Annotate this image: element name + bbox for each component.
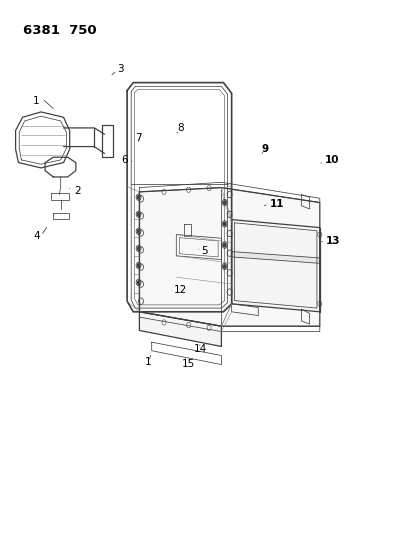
- Text: 13: 13: [325, 236, 339, 246]
- Text: 6: 6: [121, 155, 128, 165]
- Text: 1: 1: [33, 96, 39, 106]
- Text: 8: 8: [177, 123, 183, 133]
- Text: 12: 12: [173, 286, 187, 295]
- Circle shape: [137, 281, 139, 284]
- Text: 2: 2: [74, 186, 81, 196]
- Text: 6381  750: 6381 750: [22, 24, 96, 37]
- Circle shape: [137, 230, 139, 233]
- Text: 4: 4: [34, 231, 40, 240]
- Circle shape: [223, 244, 225, 247]
- Polygon shape: [139, 188, 319, 326]
- Polygon shape: [231, 220, 319, 312]
- Polygon shape: [231, 252, 319, 263]
- Text: 11: 11: [269, 199, 283, 208]
- Circle shape: [137, 247, 139, 250]
- Text: 14: 14: [194, 344, 207, 354]
- Circle shape: [223, 222, 225, 225]
- Circle shape: [223, 265, 225, 268]
- Circle shape: [137, 264, 139, 267]
- Polygon shape: [139, 312, 221, 346]
- Circle shape: [137, 213, 139, 216]
- Text: 10: 10: [324, 155, 338, 165]
- Text: 7: 7: [135, 133, 141, 142]
- Text: 9: 9: [261, 144, 268, 154]
- Circle shape: [223, 201, 225, 204]
- Text: 1: 1: [145, 358, 151, 367]
- Circle shape: [137, 196, 139, 199]
- Text: 5: 5: [201, 246, 208, 255]
- Text: 3: 3: [117, 64, 124, 74]
- Text: 15: 15: [182, 359, 195, 368]
